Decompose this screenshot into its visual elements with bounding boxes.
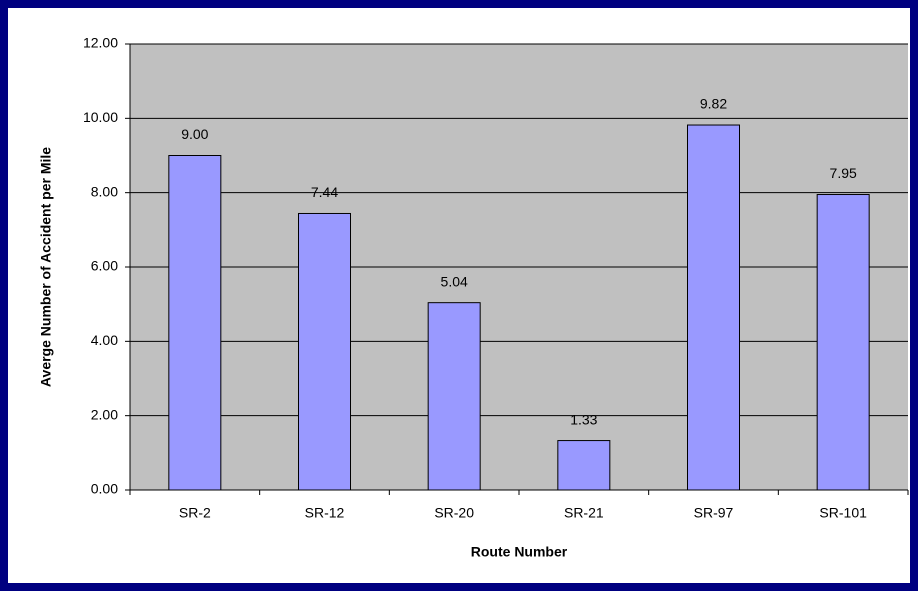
- y-tick-label: 0.00: [91, 481, 118, 497]
- x-tick-label: SR-101: [819, 505, 867, 521]
- y-tick-label: 2.00: [91, 406, 118, 422]
- x-tick-label: SR-12: [305, 505, 345, 521]
- y-tick-label: 10.00: [83, 109, 118, 125]
- y-tick-label: 4.00: [91, 332, 118, 348]
- y-tick-label: 6.00: [91, 258, 118, 274]
- data-label: 1.33: [570, 411, 597, 427]
- bar: [298, 212, 351, 491]
- y-tick-label: 12.00: [83, 35, 118, 51]
- data-label: 9.00: [181, 126, 208, 142]
- data-label: 9.82: [700, 96, 727, 112]
- x-tick-label: SR-2: [179, 505, 211, 521]
- x-axis-label: Route Number: [471, 544, 568, 560]
- y-tick-label: 8.00: [91, 183, 118, 199]
- data-label: 7.44: [311, 184, 338, 200]
- data-label: 7.95: [830, 165, 857, 181]
- y-axis-label: Averge Number of Accident per Mile: [38, 147, 54, 387]
- bar: [557, 440, 611, 491]
- bar: [687, 124, 740, 491]
- data-label: 5.04: [441, 273, 468, 289]
- x-tick-label: SR-20: [434, 505, 474, 521]
- bar: [816, 194, 870, 491]
- bar: [168, 155, 222, 491]
- bar: [427, 302, 481, 491]
- x-tick-label: SR-21: [564, 505, 604, 521]
- x-tick-label: SR-97: [694, 505, 734, 521]
